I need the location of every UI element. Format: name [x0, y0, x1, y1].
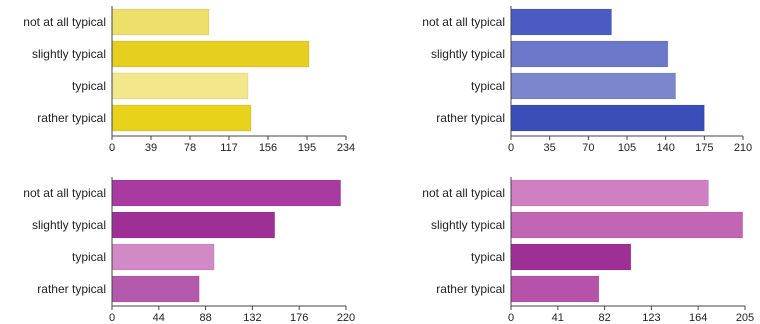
category-label: typical: [72, 250, 106, 264]
x-tick-label: 164: [689, 312, 707, 324]
x-tick-label: 39: [145, 142, 157, 154]
category-label: rather typical: [436, 111, 505, 125]
chart-bottom-left: not at all typical slightly typical typica…: [23, 177, 355, 324]
category-label: slightly typical: [431, 47, 505, 61]
category-label: slightly typical: [32, 218, 106, 232]
category-label: rather typical: [37, 282, 106, 296]
bar: [510, 40, 669, 68]
category-label: rather typical: [37, 111, 106, 125]
bar: [510, 179, 709, 207]
bar: [510, 243, 632, 271]
category-label: not at all typical: [422, 15, 505, 29]
bar: [111, 275, 200, 303]
bar: [510, 72, 677, 100]
x-tick-label: 70: [582, 142, 594, 154]
bar: [510, 104, 705, 132]
bar: [510, 8, 613, 36]
bar: [111, 8, 210, 36]
x-tick-label: 123: [642, 312, 660, 324]
x-tick-label: 0: [508, 312, 514, 324]
x-tick-label: 234: [337, 142, 355, 154]
x-tick-label: 35: [544, 142, 556, 154]
bar: [111, 104, 252, 132]
x-tick-label: 78: [184, 142, 196, 154]
x-tick-label: 41: [552, 312, 564, 324]
x-tick-label: 0: [508, 142, 514, 154]
x-tick-label: 82: [598, 312, 610, 324]
x-tick-label: 132: [243, 312, 261, 324]
category-label: typical: [72, 79, 106, 93]
x-tick-label: 0: [109, 312, 115, 324]
x-tick-label: 0: [109, 142, 115, 154]
category-label: rather typical: [436, 282, 505, 296]
bar: [111, 211, 276, 239]
x-tick-label: 44: [153, 312, 165, 324]
bar: [111, 243, 215, 271]
x-tick-label: 140: [656, 142, 674, 154]
x-tick-label: 195: [298, 142, 316, 154]
bar: [510, 275, 600, 303]
bar: [111, 179, 342, 207]
x-tick-label: 210: [734, 142, 752, 154]
chart-bottom-right: not at all typical slightly typical typica…: [422, 177, 754, 324]
x-tick-label: 105: [618, 142, 636, 154]
chart-top-right: not at all typical slightly typical typica…: [422, 6, 752, 154]
x-tick-label: 175: [695, 142, 713, 154]
x-tick-label: 156: [259, 142, 277, 154]
category-label: not at all typical: [23, 15, 106, 29]
x-tick-label: 205: [736, 312, 754, 324]
x-tick-label: 176: [290, 312, 308, 324]
category-label: not at all typical: [23, 186, 106, 200]
x-tick-label: 220: [337, 312, 355, 324]
category-label: slightly typical: [32, 47, 106, 61]
category-label: not at all typical: [422, 186, 505, 200]
bar: [111, 40, 310, 68]
category-label: typical: [471, 250, 505, 264]
bar: [510, 211, 744, 239]
category-label: typical: [471, 79, 505, 93]
bar: [111, 72, 249, 100]
chart-top-left: not at all typical slightly typical typica…: [23, 6, 355, 154]
x-tick-label: 88: [199, 312, 211, 324]
x-tick-label: 117: [220, 142, 238, 154]
category-label: slightly typical: [431, 218, 505, 232]
